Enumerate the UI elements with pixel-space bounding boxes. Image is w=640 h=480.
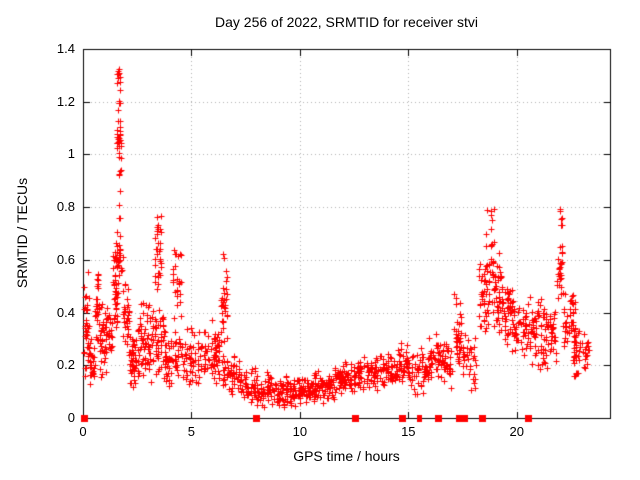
chart-title: Day 256 of 2022, SRMTID for receiver stv…	[215, 14, 478, 30]
x-tick-label: 15	[401, 424, 416, 439]
x-tick-label: 10	[292, 424, 308, 439]
x-tick-label: 5	[187, 424, 196, 439]
x-tick-label: 20	[509, 424, 524, 439]
y-tick-label: 1	[67, 146, 75, 162]
y-tick-label: 0.2	[56, 357, 75, 373]
y-axis-title: SRMTID / TECUs	[14, 177, 30, 289]
x-tick-label: 0	[79, 424, 87, 439]
y-tick-label: 0.4	[56, 304, 75, 320]
y-tick-label: 0.6	[56, 251, 75, 267]
y-tick-label: 1.2	[56, 93, 75, 109]
y-tick-label: 0.8	[56, 199, 75, 215]
y-tick-label: 0	[67, 410, 75, 425]
x-axis-title: GPS time / hours	[293, 448, 400, 464]
y-tick-label: 1.4	[56, 41, 75, 56]
